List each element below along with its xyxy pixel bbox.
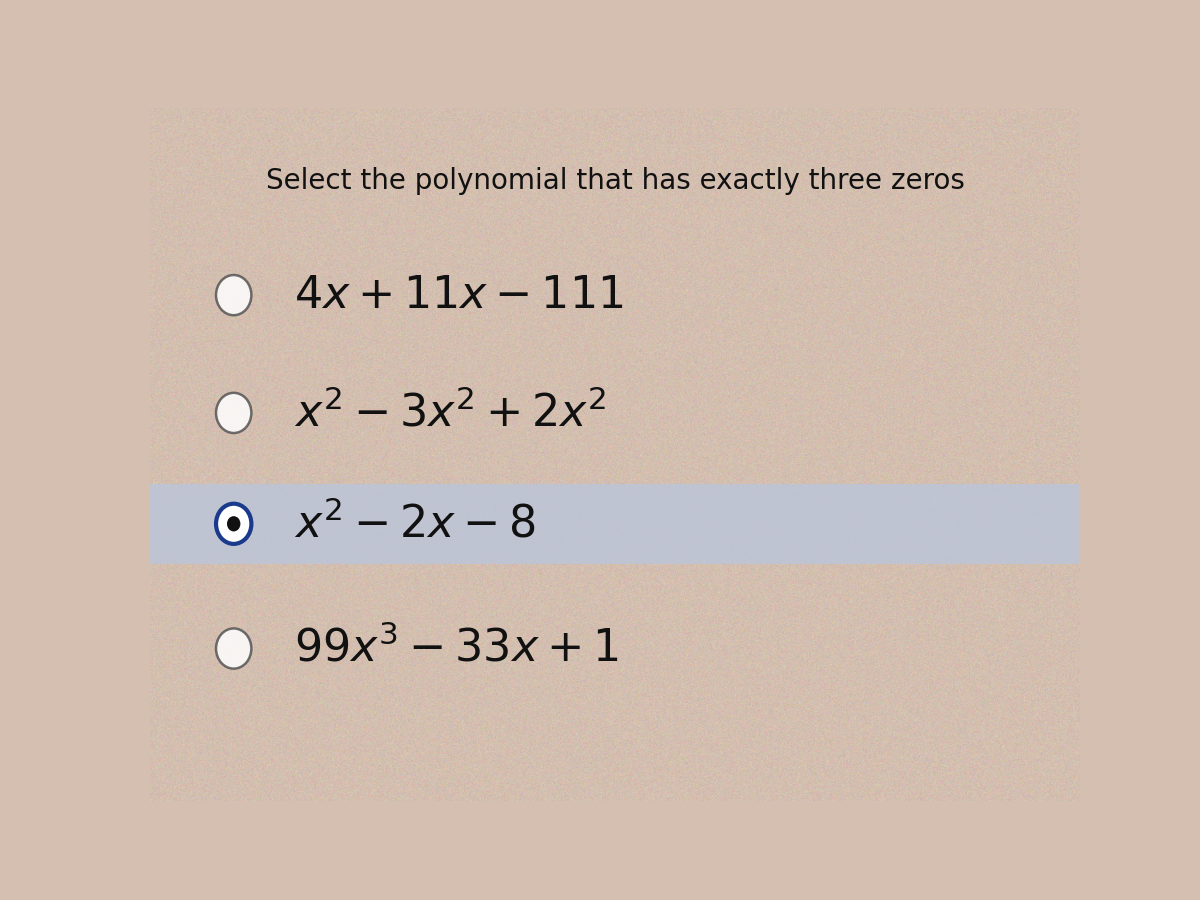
- Text: Select the polynomial that has exactly three zeros: Select the polynomial that has exactly t…: [265, 166, 965, 195]
- Text: $x^2 - 2x - 8$: $x^2 - 2x - 8$: [294, 501, 535, 546]
- Ellipse shape: [216, 504, 251, 544]
- Ellipse shape: [216, 275, 251, 315]
- Ellipse shape: [227, 517, 240, 531]
- Ellipse shape: [216, 628, 251, 669]
- FancyBboxPatch shape: [150, 484, 1080, 563]
- Text: $x^2 - 3x^2 + 2x^2$: $x^2 - 3x^2 + 2x^2$: [294, 391, 607, 436]
- Text: $99x^3 - 33x + 1$: $99x^3 - 33x + 1$: [294, 626, 618, 670]
- Ellipse shape: [216, 392, 251, 433]
- Text: $4x + 11x - 111$: $4x + 11x - 111$: [294, 274, 624, 317]
